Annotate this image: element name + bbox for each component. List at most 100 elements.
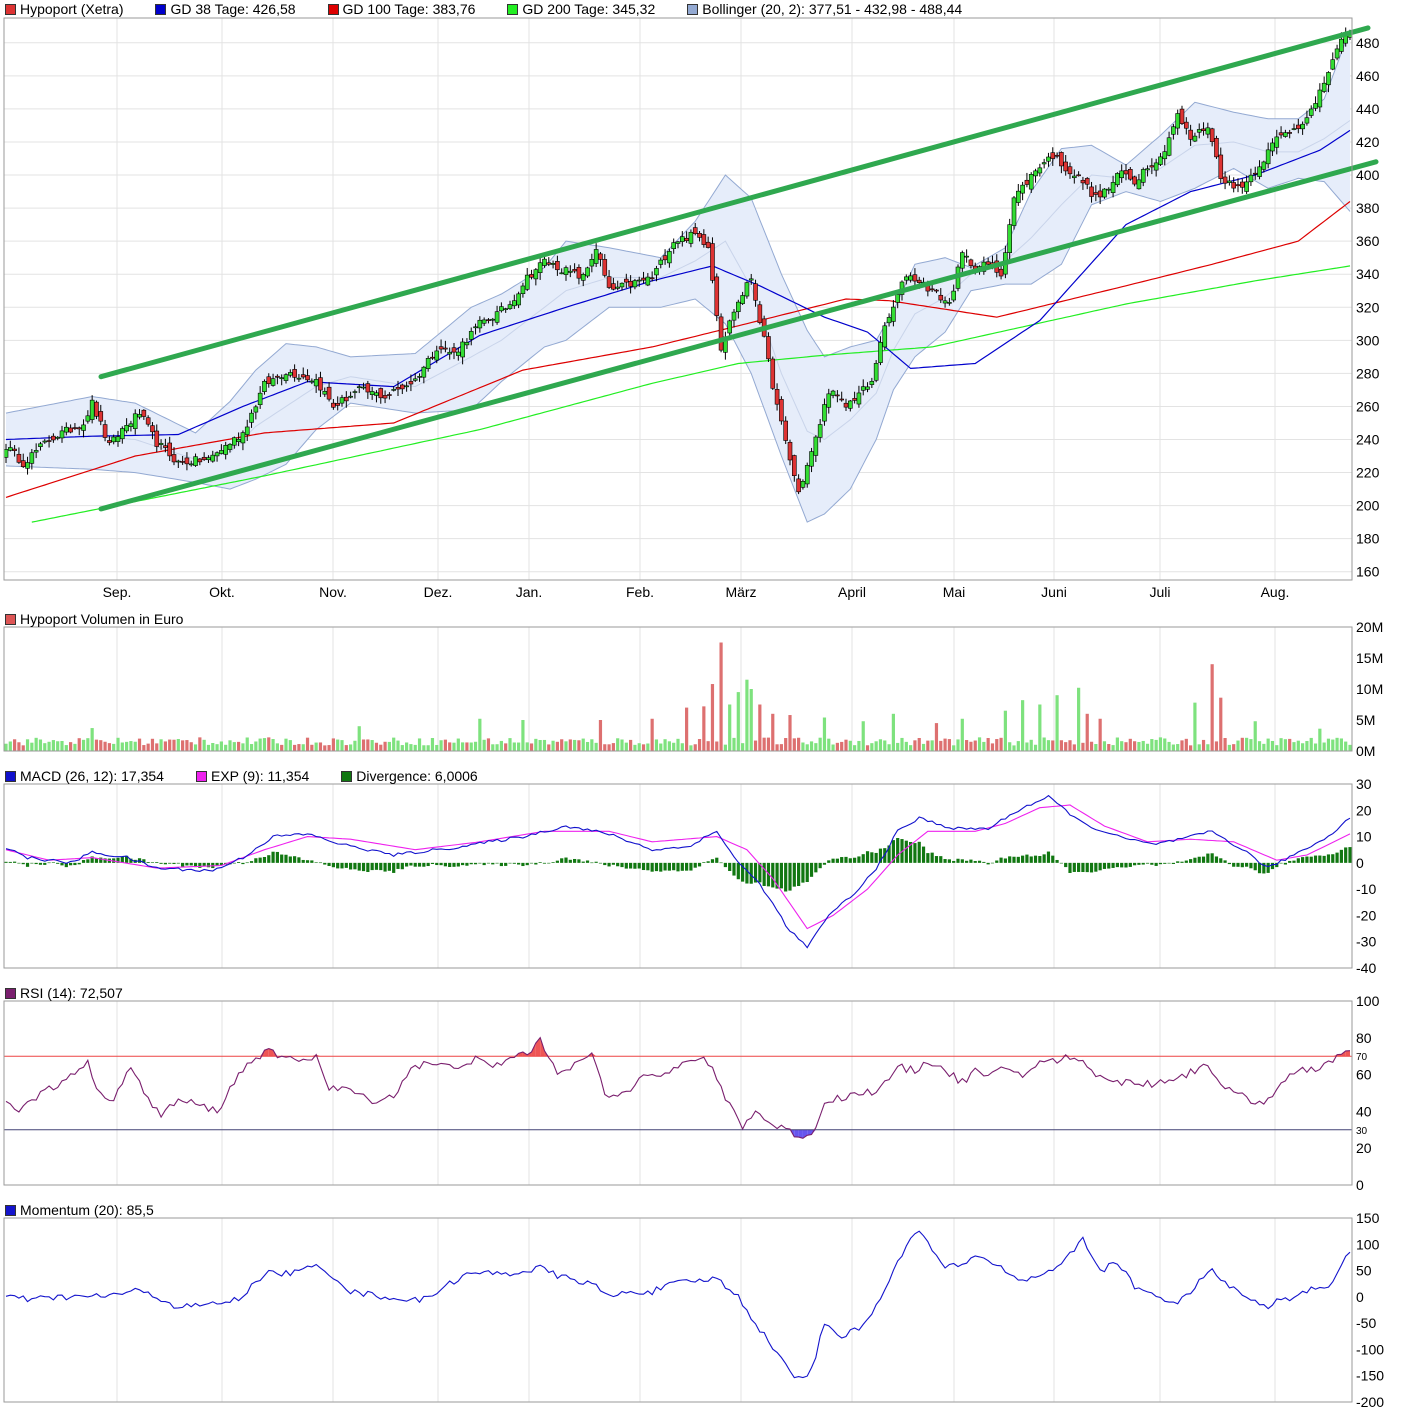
- volume-bar: [788, 715, 792, 751]
- divergence-bar: [262, 857, 267, 863]
- candle-body: [529, 274, 534, 278]
- divergence-bar: [775, 862, 779, 889]
- volume-bar: [857, 740, 861, 751]
- candle-body: [111, 436, 116, 443]
- candle-body: [602, 259, 608, 276]
- divergence-bar: [697, 862, 702, 867]
- candle-body: [1007, 224, 1012, 253]
- volume-bar: [887, 744, 891, 751]
- volume-bar: [374, 742, 379, 751]
- candle-body: [589, 259, 595, 267]
- divergence-bar: [219, 862, 223, 865]
- volume-bar: [943, 738, 947, 751]
- candle-body: [1257, 166, 1262, 177]
- volume-bar: [357, 726, 361, 751]
- candle-body: [1028, 174, 1034, 190]
- divergence-bar: [814, 862, 818, 873]
- divergence-bar: [766, 862, 771, 887]
- volume-bar: [473, 741, 478, 751]
- volume-bar: [181, 740, 185, 751]
- candle-body: [1063, 161, 1068, 172]
- divergence-bar: [990, 862, 995, 864]
- price-axis-tick-label: 420: [1356, 134, 1380, 150]
- volume-bar: [224, 744, 228, 751]
- divergence-bar: [633, 862, 637, 869]
- volume-bar: [456, 738, 460, 751]
- candle-body: [232, 437, 237, 446]
- volume-bar: [650, 718, 654, 751]
- candle-body: [1054, 154, 1060, 157]
- volume-bar: [508, 738, 512, 751]
- candle-body: [951, 290, 956, 301]
- candle-body: [322, 391, 328, 395]
- candle-body: [580, 274, 586, 281]
- divergence-bar: [568, 859, 572, 863]
- divergence-bar: [896, 838, 900, 863]
- divergence-bar: [1227, 862, 1231, 865]
- divergence-bar: [280, 854, 284, 863]
- bollinger-lower-line: [5, 167, 1351, 523]
- divergence-bar: [1154, 862, 1158, 866]
- volume-bar: [1193, 702, 1197, 751]
- divergence-bar: [413, 862, 417, 867]
- candle-body: [154, 430, 160, 447]
- rsi-oversold-fill: [802, 1129, 808, 1139]
- divergence-bar: [818, 862, 822, 869]
- volume-bar: [1270, 740, 1275, 751]
- volume-bar: [529, 743, 534, 751]
- candle-body: [748, 278, 754, 281]
- volume-bar: [1167, 741, 1171, 751]
- divergence-bar: [1042, 854, 1046, 863]
- divergence-bar: [51, 862, 55, 863]
- divergence-bar: [1089, 862, 1094, 873]
- divergence-bar: [1133, 862, 1137, 866]
- volume-bar: [896, 742, 900, 751]
- volume-bar: [1141, 740, 1145, 751]
- divergence-bar: [327, 862, 331, 866]
- divergence-bar: [60, 862, 64, 866]
- candle-body: [645, 276, 651, 286]
- candle-body: [783, 420, 788, 441]
- macd-axis-tick-label: -40: [1356, 960, 1376, 976]
- month-tick-label: Juli: [1149, 584, 1170, 600]
- volume-bar: [995, 739, 999, 751]
- rsi-line: [5, 1036, 1351, 1139]
- volume-bar: [176, 739, 180, 751]
- volume-bar: [1176, 744, 1180, 751]
- candle-body: [408, 381, 414, 385]
- divergence-bar: [1107, 862, 1111, 869]
- candle-body: [257, 392, 263, 406]
- divergence-bar: [956, 858, 960, 863]
- volume-bar: [1046, 740, 1051, 751]
- candle-body: [624, 278, 629, 283]
- macd-axis-tick-label: 0: [1356, 855, 1364, 871]
- candle-body: [662, 255, 668, 261]
- candle-body: [822, 404, 827, 422]
- candle-body: [796, 478, 801, 493]
- candle-body: [20, 460, 26, 467]
- candle-body: [503, 308, 508, 310]
- candle-body: [520, 285, 526, 294]
- volume-bar: [641, 744, 646, 751]
- candle-body: [145, 417, 151, 425]
- candle-body: [412, 378, 418, 381]
- macd-panel: [4, 794, 1352, 949]
- divergence-bar: [904, 840, 908, 863]
- candle-body: [430, 356, 435, 359]
- volume-bar: [241, 743, 245, 751]
- divergence-bar: [667, 862, 671, 871]
- divergence-bar: [150, 862, 155, 863]
- divergence-bar: [947, 859, 951, 863]
- divergence-bar: [611, 862, 615, 865]
- month-tick-label: Okt.: [209, 584, 235, 600]
- volume-bar: [387, 741, 391, 751]
- volume-bar: [969, 741, 973, 751]
- volume-bar: [512, 742, 516, 751]
- divergence-bar: [293, 856, 297, 863]
- volume-bar: [159, 739, 163, 751]
- candle-body: [438, 346, 444, 350]
- volume-bar: [56, 741, 60, 751]
- divergence-bar: [426, 862, 430, 867]
- momentum-axis-tick-label: 150: [1356, 1210, 1380, 1226]
- rsi-axis-tick-label: 0: [1356, 1177, 1364, 1193]
